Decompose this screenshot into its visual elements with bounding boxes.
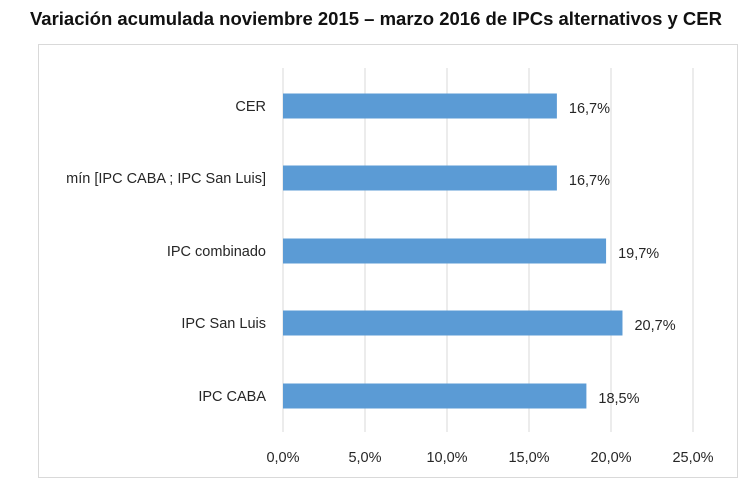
data-label: 20,7% xyxy=(634,318,675,334)
bar xyxy=(283,94,557,119)
category-label: IPC CABA xyxy=(198,389,266,405)
category-label: CER xyxy=(235,99,266,115)
x-tick-label: 5,0% xyxy=(348,450,381,466)
bar xyxy=(283,311,622,336)
bar xyxy=(283,239,606,264)
data-label: 16,7% xyxy=(569,101,610,117)
bar xyxy=(283,384,586,409)
x-tick-label: 10,0% xyxy=(426,450,467,466)
x-tick-label: 25,0% xyxy=(672,450,713,466)
data-label: 19,7% xyxy=(618,246,659,262)
data-label: 18,5% xyxy=(598,391,639,407)
category-label: IPC San Luis xyxy=(181,316,266,332)
x-tick-label: 20,0% xyxy=(590,450,631,466)
x-tick-label: 15,0% xyxy=(508,450,549,466)
bar xyxy=(283,166,557,191)
category-label: IPC combinado xyxy=(167,244,266,260)
data-label: 16,7% xyxy=(569,173,610,189)
x-tick-label: 0,0% xyxy=(266,450,299,466)
category-label: mín [IPC CABA ; IPC San Luis] xyxy=(66,171,266,187)
